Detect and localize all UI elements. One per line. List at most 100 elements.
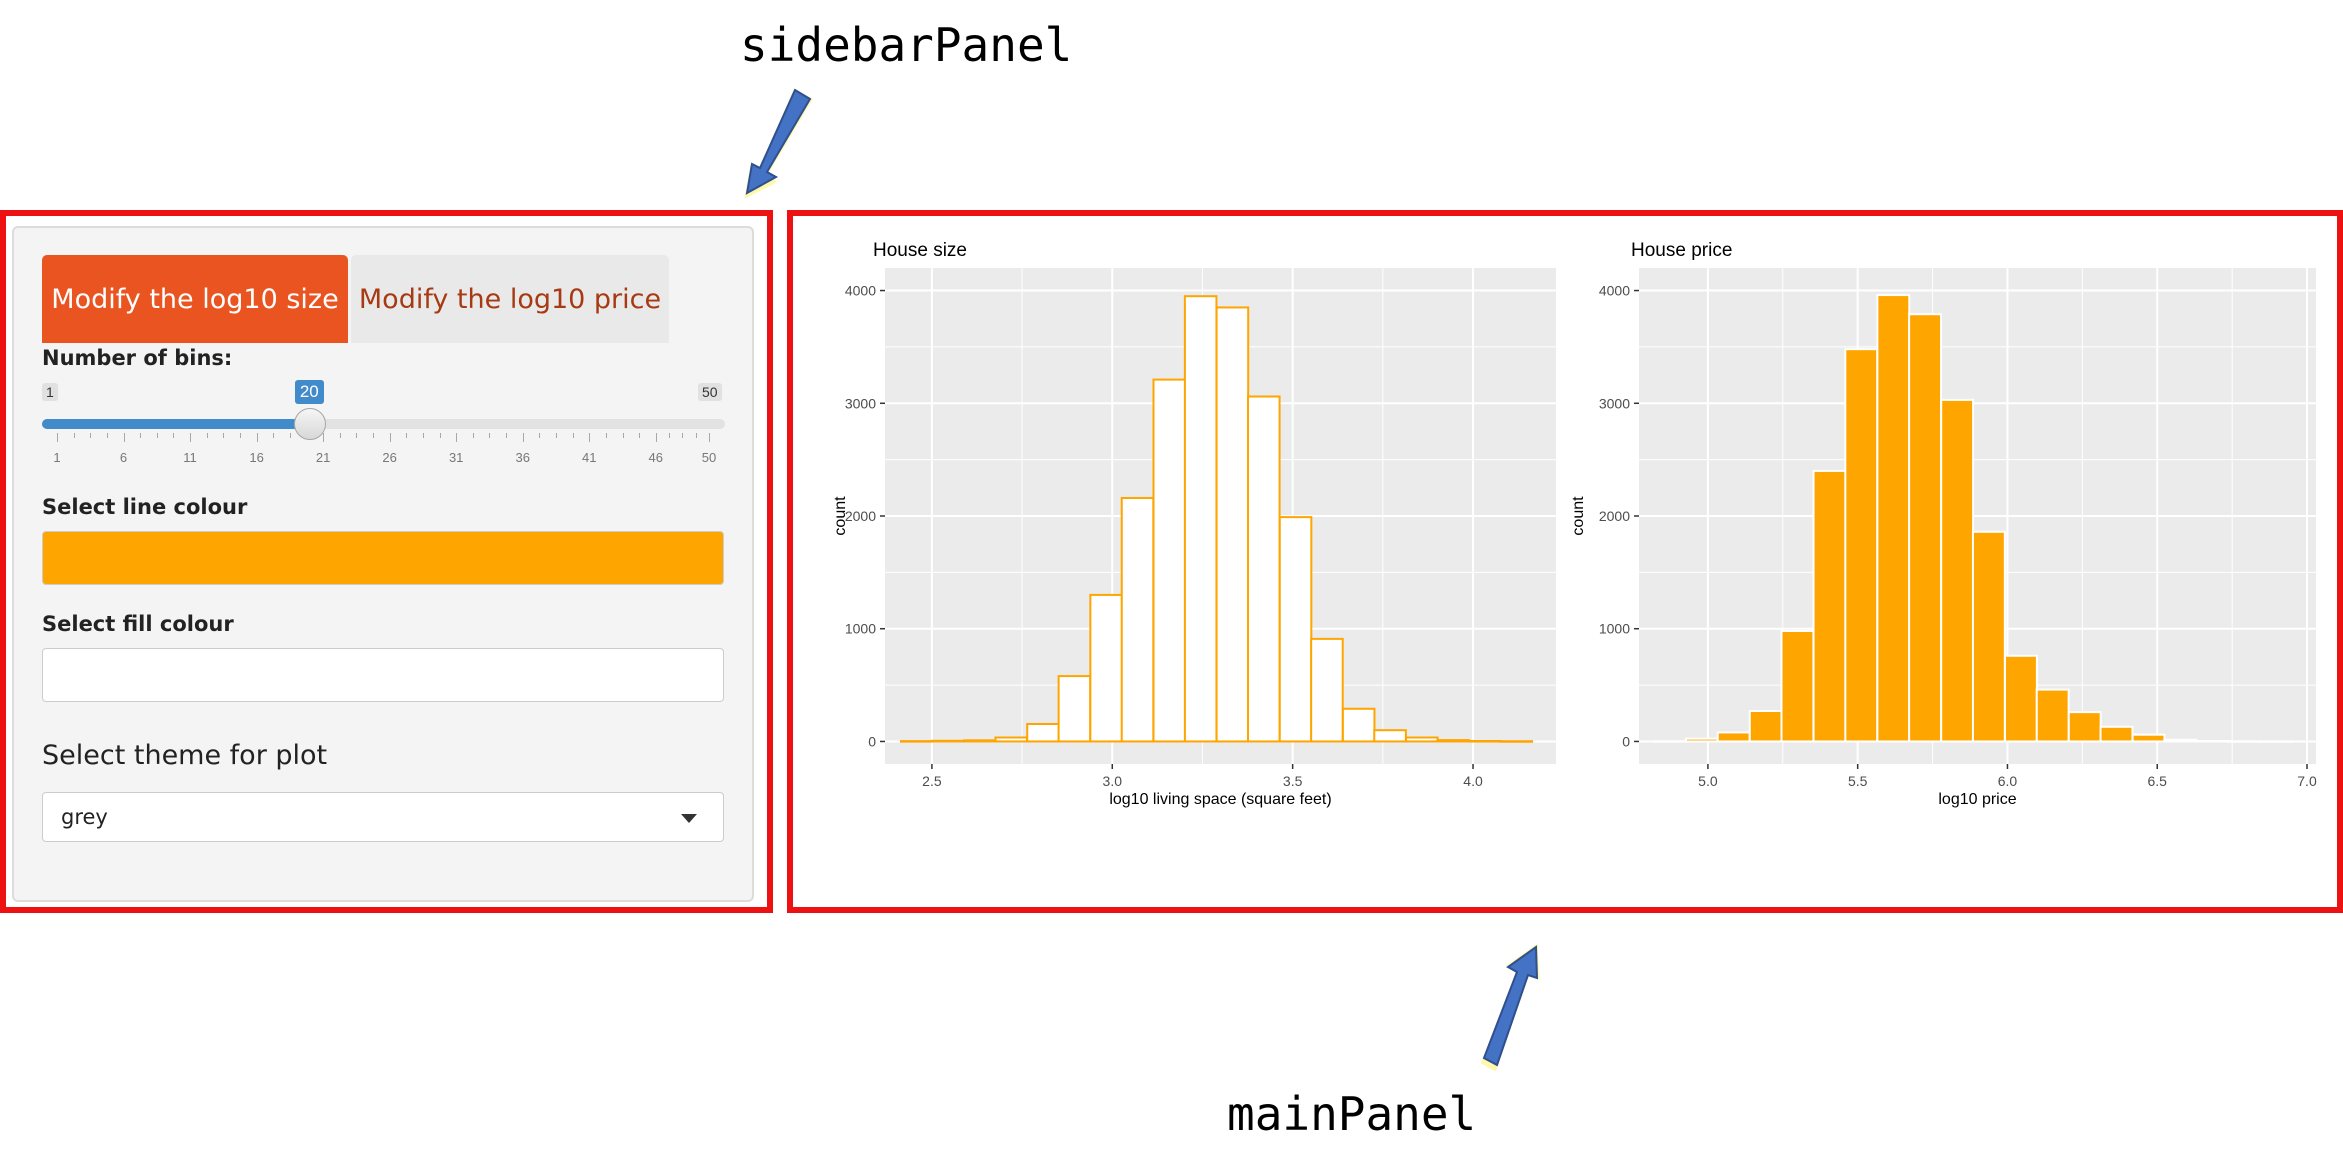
histogram-bar bbox=[1940, 398, 1975, 743]
histogram-bar bbox=[931, 739, 965, 743]
slider-minor-tick bbox=[406, 433, 408, 438]
slider-minor-tick bbox=[422, 433, 424, 438]
sidebar-arrow-icon bbox=[744, 88, 813, 199]
histogram-bar bbox=[1026, 722, 1060, 743]
bins-slider-fill bbox=[42, 419, 310, 429]
line-colour-input[interactable] bbox=[42, 531, 724, 585]
slider-minor-tick bbox=[106, 433, 108, 438]
y-tick-label: 1000 bbox=[845, 621, 876, 637]
histogram-bar bbox=[963, 739, 997, 743]
slider-tick bbox=[190, 433, 192, 442]
theme-label: Select theme for plot bbox=[42, 740, 328, 771]
histogram-bar bbox=[2099, 725, 2134, 743]
slider-minor-tick bbox=[555, 433, 557, 438]
x-tick-label: 5.5 bbox=[1848, 773, 1868, 789]
slider-minor-tick bbox=[73, 433, 75, 438]
histogram-bar bbox=[899, 740, 934, 743]
y-tick-label: 4000 bbox=[1599, 283, 1630, 299]
histogram-bar bbox=[1373, 729, 1407, 743]
slider-tick bbox=[456, 433, 458, 442]
histogram-bar bbox=[2195, 740, 2230, 743]
main-panel-frame bbox=[787, 210, 2343, 913]
slider-tick-label: 21 bbox=[315, 450, 331, 465]
slider-tick-label: 31 bbox=[448, 450, 464, 465]
slider-minor-tick bbox=[156, 433, 158, 438]
histogram-bar bbox=[1057, 675, 1092, 743]
slider-minor-tick bbox=[622, 433, 624, 438]
histogram-bar bbox=[1152, 378, 1187, 743]
slider-value-label: 20 bbox=[294, 380, 324, 404]
sidebar-panel-callout: sidebarPanel bbox=[740, 18, 1073, 72]
y-tick-label: 3000 bbox=[1599, 395, 1630, 411]
y-tick-label: 2000 bbox=[845, 508, 876, 524]
histogram-bar bbox=[1876, 294, 1911, 743]
line-colour-label: Select line colour bbox=[42, 495, 248, 519]
slider-tick-label: 41 bbox=[582, 450, 597, 465]
histogram-bar bbox=[1780, 629, 1815, 743]
histogram-bar bbox=[1468, 740, 1502, 743]
slider-max-label: 50 bbox=[698, 383, 722, 401]
tab-modify-size[interactable]: Modify the log10 size bbox=[42, 255, 348, 343]
main-panel-callout: mainPanel bbox=[1227, 1087, 1477, 1141]
histogram-bar bbox=[1812, 469, 1847, 743]
histogram-bar bbox=[1120, 496, 1155, 743]
slider-minor-tick bbox=[206, 433, 208, 438]
slider-minor-tick bbox=[223, 433, 225, 438]
tab-modify-price[interactable]: Modify the log10 price bbox=[351, 255, 669, 343]
theme-select[interactable]: grey bbox=[42, 792, 724, 842]
slider-min-label: 1 bbox=[42, 383, 58, 401]
slider-minor-tick bbox=[239, 433, 241, 438]
x-tick-label: 2.5 bbox=[922, 773, 942, 789]
fill-colour-input[interactable] bbox=[42, 648, 724, 702]
slider-minor-tick bbox=[140, 433, 142, 438]
histogram-bar bbox=[1436, 739, 1470, 743]
slider-minor-tick bbox=[90, 433, 92, 438]
slider-minor-tick bbox=[489, 433, 491, 438]
histogram-bar bbox=[2003, 654, 2038, 743]
histogram-bar bbox=[994, 736, 1029, 743]
slider-tick-label: 1 bbox=[53, 450, 61, 465]
x-tick-label: 3.5 bbox=[1283, 773, 1303, 789]
histogram-bar bbox=[1310, 637, 1344, 743]
slider-tick bbox=[123, 433, 125, 442]
slider-tick bbox=[655, 433, 657, 442]
slider-tick-label: 16 bbox=[249, 450, 264, 465]
slider-tick-label: 46 bbox=[648, 450, 663, 465]
histogram-bar bbox=[2067, 711, 2102, 743]
bins-slider-track[interactable] bbox=[42, 419, 725, 429]
histogram-bar bbox=[2131, 733, 2166, 743]
slider-minor-tick bbox=[539, 433, 541, 438]
slider-tick bbox=[256, 433, 258, 442]
slider-tick-label: 11 bbox=[183, 450, 197, 465]
histogram-bar bbox=[1278, 516, 1313, 743]
slider-tick-label: 36 bbox=[515, 450, 530, 465]
chart-title: House price bbox=[1631, 240, 1732, 261]
histogram-bar bbox=[1971, 530, 2006, 743]
histogram-bar bbox=[1716, 731, 1751, 743]
fill-colour-label: Select fill colour bbox=[42, 612, 234, 636]
x-axis-label: log10 price bbox=[1938, 791, 2016, 808]
slider-tick-label: 6 bbox=[119, 450, 128, 465]
slider-minor-tick bbox=[639, 433, 641, 438]
histogram-bar bbox=[2163, 738, 2198, 743]
slider-minor-tick bbox=[695, 433, 697, 438]
histogram-bar bbox=[1341, 707, 1376, 743]
histogram-bar bbox=[1844, 348, 1879, 743]
slider-minor-tick bbox=[339, 433, 341, 438]
main-arrow-icon bbox=[1480, 943, 1540, 1072]
y-axis-label: count bbox=[1570, 496, 1587, 536]
slider-minor-tick bbox=[373, 433, 375, 438]
bins-slider-handle[interactable] bbox=[293, 408, 326, 440]
histogram-bar bbox=[1247, 395, 1281, 743]
slider-minor-tick bbox=[572, 433, 574, 438]
slider-tick bbox=[522, 433, 524, 442]
slider-minor-tick bbox=[439, 433, 441, 438]
slider-tick bbox=[389, 433, 391, 442]
slider-tick bbox=[589, 433, 591, 442]
y-axis-label: count bbox=[832, 496, 849, 536]
histogram-bar bbox=[1089, 593, 1123, 743]
x-tick-label: 7.0 bbox=[2297, 773, 2317, 789]
sidebar-panel-frame bbox=[0, 210, 773, 913]
histogram-bar bbox=[2227, 740, 2262, 743]
